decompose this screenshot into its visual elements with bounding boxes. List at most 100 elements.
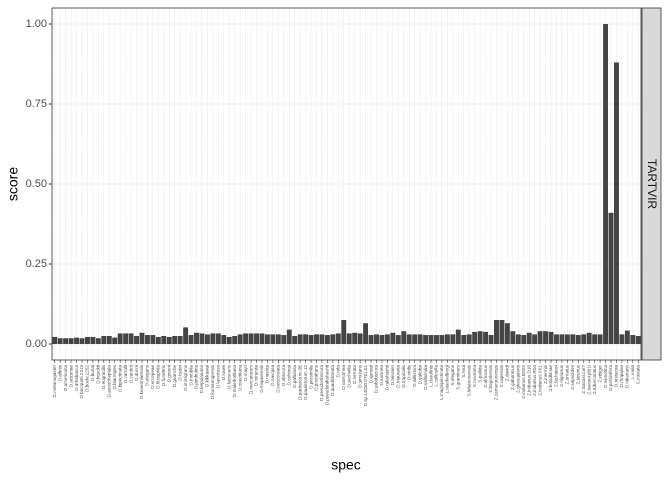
bar [548,331,554,344]
bar [444,334,450,344]
x-tick-label: L.magnipectinata [439,365,444,400]
panel-border [51,7,642,361]
bar [161,336,167,344]
x-tick-label: D.nikananu [625,365,630,389]
x-tick-label: L.stackelbergi [445,365,450,393]
x-tick-label: D.funebris [161,364,166,386]
bar [63,338,69,344]
x-tick-label: D.simulans [357,364,362,387]
x-tick-label: Z.tsacasi.jd01t [586,364,591,394]
bar [319,334,325,344]
x-tick-label: Z.inermis [543,364,548,384]
bar [215,333,221,344]
x-tick-label: D.bocki.2252 [85,365,90,392]
x-tick-label: D.greeni [166,365,171,382]
x-tick-label: D.biarmipes [112,364,117,389]
bar [254,333,259,344]
x-tick-label: Z.vittiger [597,365,602,383]
x-tick-label: D.rhopaloa [619,365,624,388]
x-tick-label: D.bipectinata [117,365,122,392]
x-tick-label: Z.lachaisei [554,365,559,387]
x-tick-label: D.persimilis [308,364,313,388]
bar [90,336,96,344]
x-tick-label: D.quadrilineata [330,365,335,396]
x-tick-label: D.jambulina [194,365,199,390]
x-tick-label: Z.tuberculatus [592,364,597,394]
x-tick-label: D.mercatorum [248,365,253,394]
bar [504,323,510,344]
bar [286,329,292,344]
x-tick-label: S.hsui [461,365,466,378]
bar [177,336,183,344]
bar [324,335,330,344]
x-tick-label: D.innubila [188,365,193,386]
bar [368,335,374,344]
x-tick-label: D.elegans [145,364,150,385]
bar [494,320,499,344]
x-tick-label: D.burlai [90,365,95,381]
x-tick-label: Z.ornatus [565,364,570,384]
x-tick-label: D.immigrans [183,364,188,390]
x-tick-label: S.montana [472,365,477,388]
x-tick-label: D.serrata [352,365,357,384]
x-tick-label: Z.indianus.D18 [526,365,531,396]
facet-label: TARTVIR [645,159,659,210]
x-tick-label: D.rufa [336,365,341,378]
bar [575,335,581,344]
bar [357,333,363,344]
x-tick-label: D.prosaltans [314,364,319,390]
x-tick-label: D.kikkawai [205,365,210,387]
x-tick-label: D.athabasca [74,365,79,391]
bar [303,334,309,344]
bar [608,212,614,344]
bar [112,337,118,344]
x-tick-label: D.pallidosa [292,365,297,388]
bar [374,334,379,344]
x-tick-label: D.ercepeae [150,365,155,389]
x-tick-label: D.navojoa [270,365,275,386]
x-tick-label: D.cardini [128,365,133,383]
y-tick-label: 0.00 [26,338,47,350]
bar [259,333,265,344]
bar [74,337,79,344]
bar [281,335,287,344]
x-tick-label: D.guanche [172,365,177,388]
bar [84,336,90,344]
bar [570,334,576,344]
x-tick-label: D.mauritiana [237,365,242,391]
x-tick-label: D.triauraria [396,365,401,388]
bar [335,333,341,344]
x-tick-label: D.kurseongensis [210,364,215,399]
bar [510,331,516,344]
bar [101,336,107,344]
bar [592,334,598,344]
x-tick-label: Z.gabonicus [510,364,515,390]
x-tick-label: Z.taronus [576,364,581,384]
bar [363,323,369,344]
x-tick-label: D.sp.14030.0761.01 [363,365,368,407]
x-tick-label: Z.ghesquierei [516,365,521,393]
x-tick-label: D.arizonae [68,365,73,388]
bar [134,336,139,344]
bar [379,335,385,344]
x-tick-label: D.dunni [134,365,139,381]
x-tick-label: L.varia [630,365,635,379]
x-tick-label: L.clarofinis [428,364,433,387]
x-tick-label: D.eugracilis [101,364,106,389]
y-tick-label: 0.75 [26,98,47,110]
bar [483,331,489,344]
bar [308,335,314,344]
x-tick-label: D.pectinifera [608,365,613,391]
bar [564,334,570,344]
x-tick-label: D.neocordata [276,365,281,393]
bar [275,334,281,344]
bar [314,334,319,344]
y-tick-label: 1.00 [26,18,47,30]
bar [423,335,429,344]
x-tick-label: D.pseudoobscura [319,365,324,401]
bar [477,331,483,344]
bar [237,334,243,344]
bar [395,335,401,344]
x-tick-label: D.lutescens [226,364,231,389]
y-tick-label: 0.25 [26,258,47,270]
